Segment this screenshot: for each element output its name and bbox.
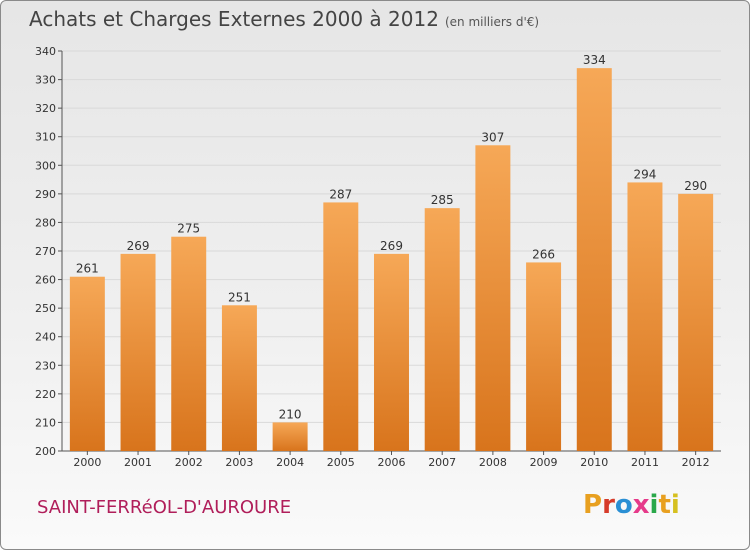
y-tick-label: 300 (35, 159, 56, 172)
y-tick-label: 340 (35, 45, 56, 58)
y-tick-label: 260 (35, 274, 56, 287)
logo-letter: i (670, 490, 680, 520)
y-tick-label: 210 (35, 416, 56, 429)
bar (627, 182, 663, 451)
chart-unit: (en milliers d'€) (444, 15, 540, 29)
bar (221, 305, 257, 451)
x-tick-label: 2004 (276, 456, 304, 469)
y-tick-label: 320 (35, 102, 56, 115)
bar-value-label: 275 (177, 222, 200, 236)
x-tick-label: 2003 (225, 456, 253, 469)
x-tick-label: 2005 (327, 456, 355, 469)
bar (678, 193, 714, 451)
y-tick-label: 250 (35, 302, 56, 315)
y-tick-label: 280 (35, 216, 56, 229)
bar-value-label: 269 (380, 239, 403, 253)
logo-letter: P (583, 490, 603, 520)
x-tick-label: 2002 (175, 456, 203, 469)
bar-value-label: 251 (228, 290, 251, 304)
bar-value-label: 334 (583, 53, 606, 67)
bar-value-label: 266 (532, 247, 555, 261)
bar (272, 422, 308, 451)
bar (69, 276, 105, 451)
bar (526, 262, 562, 451)
x-tick-label: 2001 (124, 456, 152, 469)
logo-letter: r (602, 490, 615, 520)
bar-value-label: 269 (127, 239, 150, 253)
y-tick-label: 230 (35, 359, 56, 372)
bar (374, 253, 409, 451)
y-tick-label: 270 (35, 245, 56, 258)
logo-letter: i (649, 490, 659, 520)
bar (475, 145, 511, 452)
x-tick-label: 2010 (580, 456, 608, 469)
x-tick-label: 2009 (530, 456, 558, 469)
chart-title: Achats et Charges Externes 2000 à 2012 (e… (29, 7, 539, 31)
bar-value-label: 285 (431, 193, 454, 207)
x-tick-label: 2006 (378, 456, 406, 469)
label-layer: 261 269 275 251 210 287 269 285 307 266 334 294 290 (76, 53, 707, 421)
y-tick-label: 220 (35, 388, 56, 401)
bar (171, 236, 207, 451)
bar-value-label: 210 (279, 407, 302, 421)
x-tick-label: 2012 (682, 456, 710, 469)
bar (576, 68, 612, 452)
y-tick-label: 200 (35, 445, 56, 458)
bar-value-label: 261 (76, 262, 99, 276)
logo-letter: t (658, 490, 671, 520)
place-name: SAINT-FERRéOL-D'AUROURE (37, 497, 292, 518)
bar-value-label: 287 (329, 187, 352, 201)
x-tick-label: 2007 (428, 456, 456, 469)
chart-title-text: Achats et Charges Externes 2000 à 2012 (29, 7, 439, 31)
bar-layer (69, 68, 714, 452)
bar (424, 208, 460, 451)
bar-value-label: 307 (481, 130, 504, 144)
proxiti-logo: Proxiti (583, 490, 680, 520)
logo-letter: o (614, 490, 633, 520)
bar-value-label: 290 (684, 179, 707, 193)
bar (120, 253, 156, 451)
x-tick-label: 2011 (631, 456, 659, 469)
x-tick-label: 2000 (73, 456, 101, 469)
bar-value-label: 294 (634, 167, 657, 181)
x-tick-label: 2008 (479, 456, 507, 469)
y-tick-label: 240 (35, 331, 56, 344)
y-tick-label: 290 (35, 188, 56, 201)
y-tick-label: 330 (35, 74, 56, 87)
bar (323, 202, 359, 451)
logo-letter: x (632, 490, 650, 520)
y-tick-label: 310 (35, 131, 56, 144)
